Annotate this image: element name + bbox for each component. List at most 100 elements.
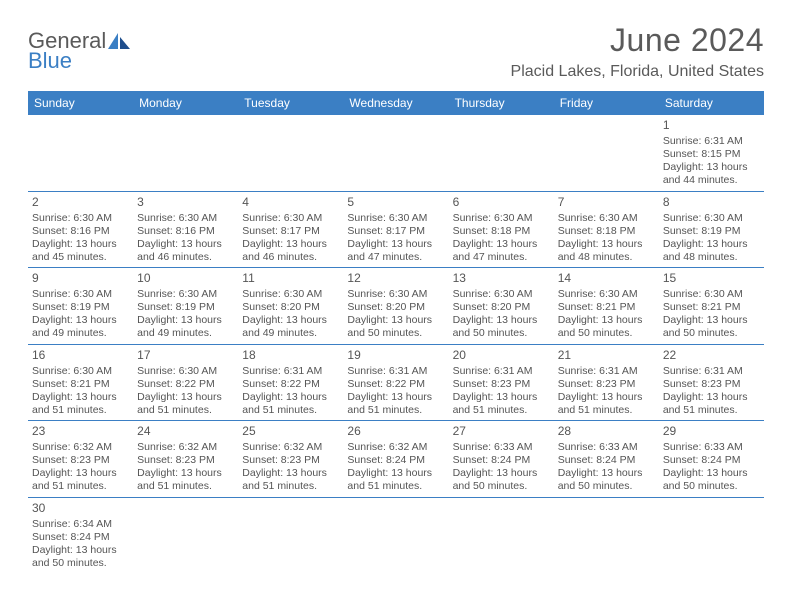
- daylight-text: Daylight: 13 hours: [137, 238, 234, 251]
- day-number: 18: [242, 348, 339, 363]
- day-number: 9: [32, 271, 129, 286]
- sunrise-text: Sunrise: 6:31 AM: [453, 365, 550, 378]
- sunrise-text: Sunrise: 6:32 AM: [32, 441, 129, 454]
- location-label: Placid Lakes, Florida, United States: [511, 63, 764, 81]
- calendar-day: 9Sunrise: 6:30 AMSunset: 8:19 PMDaylight…: [28, 268, 133, 345]
- calendar-day: 6Sunrise: 6:30 AMSunset: 8:18 PMDaylight…: [449, 191, 554, 268]
- day-number: 3: [137, 195, 234, 210]
- daylight-text: Daylight: 13 hours: [137, 314, 234, 327]
- calendar-week: 1Sunrise: 6:31 AMSunset: 8:15 PMDaylight…: [28, 115, 764, 191]
- calendar-empty: [449, 497, 554, 573]
- sunset-text: Sunset: 8:19 PM: [137, 301, 234, 314]
- day-header: Tuesday: [238, 91, 343, 115]
- sunrise-text: Sunrise: 6:30 AM: [453, 288, 550, 301]
- sunrise-text: Sunrise: 6:30 AM: [558, 288, 655, 301]
- daylight-text: Daylight: 13 hours: [32, 467, 129, 480]
- brand-part2: Blue: [28, 48, 72, 74]
- sunrise-text: Sunrise: 6:33 AM: [453, 441, 550, 454]
- sunrise-text: Sunrise: 6:31 AM: [242, 365, 339, 378]
- calendar-day: 12Sunrise: 6:30 AMSunset: 8:20 PMDayligh…: [343, 268, 448, 345]
- calendar-table: SundayMondayTuesdayWednesdayThursdayFrid…: [28, 91, 764, 573]
- sunset-text: Sunset: 8:17 PM: [347, 225, 444, 238]
- calendar-day: 10Sunrise: 6:30 AMSunset: 8:19 PMDayligh…: [133, 268, 238, 345]
- sunrise-text: Sunrise: 6:30 AM: [347, 288, 444, 301]
- calendar-day: 26Sunrise: 6:32 AMSunset: 8:24 PMDayligh…: [343, 421, 448, 498]
- daylight-text: and 50 minutes.: [663, 480, 760, 493]
- sunrise-text: Sunrise: 6:30 AM: [137, 365, 234, 378]
- daylight-text: and 47 minutes.: [453, 251, 550, 264]
- daylight-text: and 50 minutes.: [453, 480, 550, 493]
- daylight-text: and 48 minutes.: [558, 251, 655, 264]
- sunset-text: Sunset: 8:20 PM: [242, 301, 339, 314]
- sunrise-text: Sunrise: 6:32 AM: [347, 441, 444, 454]
- day-number: 28: [558, 424, 655, 439]
- day-number: 5: [347, 195, 444, 210]
- daylight-text: and 51 minutes.: [558, 404, 655, 417]
- day-number: 7: [558, 195, 655, 210]
- calendar-empty: [133, 497, 238, 573]
- day-number: 25: [242, 424, 339, 439]
- calendar-day: 24Sunrise: 6:32 AMSunset: 8:23 PMDayligh…: [133, 421, 238, 498]
- sunset-text: Sunset: 8:23 PM: [242, 454, 339, 467]
- daylight-text: and 49 minutes.: [242, 327, 339, 340]
- sail-icon: [108, 32, 130, 50]
- day-number: 29: [663, 424, 760, 439]
- daylight-text: Daylight: 13 hours: [663, 161, 760, 174]
- calendar-empty: [238, 115, 343, 191]
- day-number: 6: [453, 195, 550, 210]
- day-number: 22: [663, 348, 760, 363]
- daylight-text: and 51 minutes.: [137, 480, 234, 493]
- calendar-day: 1Sunrise: 6:31 AMSunset: 8:15 PMDaylight…: [659, 115, 764, 191]
- sunset-text: Sunset: 8:24 PM: [453, 454, 550, 467]
- sunset-text: Sunset: 8:20 PM: [453, 301, 550, 314]
- day-number: 15: [663, 271, 760, 286]
- daylight-text: and 51 minutes.: [453, 404, 550, 417]
- daylight-text: Daylight: 13 hours: [137, 467, 234, 480]
- sunrise-text: Sunrise: 6:33 AM: [663, 441, 760, 454]
- calendar-day: 13Sunrise: 6:30 AMSunset: 8:20 PMDayligh…: [449, 268, 554, 345]
- sunset-text: Sunset: 8:17 PM: [242, 225, 339, 238]
- daylight-text: Daylight: 13 hours: [347, 391, 444, 404]
- day-number: 8: [663, 195, 760, 210]
- daylight-text: Daylight: 13 hours: [32, 544, 129, 557]
- daylight-text: and 50 minutes.: [347, 327, 444, 340]
- day-number: 4: [242, 195, 339, 210]
- calendar-day: 7Sunrise: 6:30 AMSunset: 8:18 PMDaylight…: [554, 191, 659, 268]
- calendar-day: 16Sunrise: 6:30 AMSunset: 8:21 PMDayligh…: [28, 344, 133, 421]
- day-number: 2: [32, 195, 129, 210]
- sunset-text: Sunset: 8:18 PM: [453, 225, 550, 238]
- sunrise-text: Sunrise: 6:30 AM: [453, 212, 550, 225]
- calendar-day: 27Sunrise: 6:33 AMSunset: 8:24 PMDayligh…: [449, 421, 554, 498]
- daylight-text: and 44 minutes.: [663, 174, 760, 187]
- sunset-text: Sunset: 8:24 PM: [347, 454, 444, 467]
- day-number: 19: [347, 348, 444, 363]
- calendar-day: 3Sunrise: 6:30 AMSunset: 8:16 PMDaylight…: [133, 191, 238, 268]
- sunset-text: Sunset: 8:24 PM: [32, 531, 129, 544]
- daylight-text: and 51 minutes.: [663, 404, 760, 417]
- sunrise-text: Sunrise: 6:30 AM: [663, 212, 760, 225]
- daylight-text: and 51 minutes.: [242, 480, 339, 493]
- calendar-day: 19Sunrise: 6:31 AMSunset: 8:22 PMDayligh…: [343, 344, 448, 421]
- day-number: 17: [137, 348, 234, 363]
- day-header: Thursday: [449, 91, 554, 115]
- calendar-day: 21Sunrise: 6:31 AMSunset: 8:23 PMDayligh…: [554, 344, 659, 421]
- daylight-text: and 51 minutes.: [347, 480, 444, 493]
- calendar-day: 14Sunrise: 6:30 AMSunset: 8:21 PMDayligh…: [554, 268, 659, 345]
- sunrise-text: Sunrise: 6:32 AM: [242, 441, 339, 454]
- calendar-day: 30Sunrise: 6:34 AMSunset: 8:24 PMDayligh…: [28, 497, 133, 573]
- sunset-text: Sunset: 8:23 PM: [558, 378, 655, 391]
- sunset-text: Sunset: 8:24 PM: [558, 454, 655, 467]
- daylight-text: and 51 minutes.: [32, 404, 129, 417]
- calendar-day: 4Sunrise: 6:30 AMSunset: 8:17 PMDaylight…: [238, 191, 343, 268]
- calendar-day: 23Sunrise: 6:32 AMSunset: 8:23 PMDayligh…: [28, 421, 133, 498]
- day-number: 20: [453, 348, 550, 363]
- calendar-week: 16Sunrise: 6:30 AMSunset: 8:21 PMDayligh…: [28, 344, 764, 421]
- sunrise-text: Sunrise: 6:31 AM: [347, 365, 444, 378]
- day-header: Friday: [554, 91, 659, 115]
- sunrise-text: Sunrise: 6:30 AM: [242, 288, 339, 301]
- daylight-text: and 51 minutes.: [347, 404, 444, 417]
- calendar-day: 18Sunrise: 6:31 AMSunset: 8:22 PMDayligh…: [238, 344, 343, 421]
- day-number: 23: [32, 424, 129, 439]
- daylight-text: Daylight: 13 hours: [558, 238, 655, 251]
- sunrise-text: Sunrise: 6:30 AM: [32, 288, 129, 301]
